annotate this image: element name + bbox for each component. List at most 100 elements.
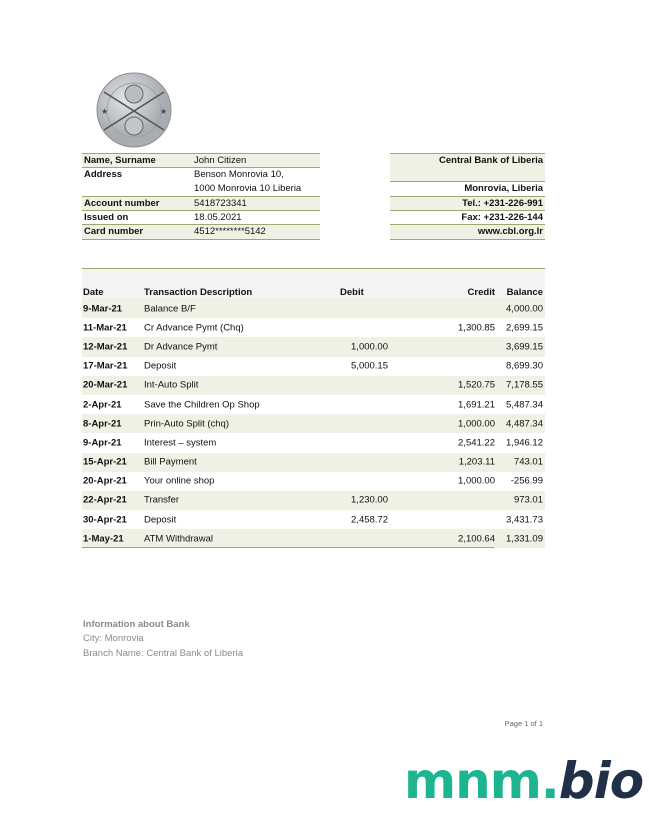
page-number: Page 1 of 1 <box>504 719 543 728</box>
cell-date: 20-Mar-21 <box>83 379 128 391</box>
table-row: 20-Mar-21 Int-Auto Split 1,520.75 7,178.55 <box>82 375 545 395</box>
customer-label: Address <box>84 169 123 181</box>
table-row: 2-Apr-21 Save the Children Op Shop 1,691.2… <box>82 395 545 414</box>
cell-credit: 1,000.00 <box>458 475 495 487</box>
table-row: 17-Mar-21 Deposit 5,000.15 8,699.30 <box>82 357 545 376</box>
customer-info-table: Name, Surname John Citizen Address Benson M… <box>82 153 320 241</box>
cell-balance: 973.01 <box>513 494 543 506</box>
footer-branch: Branch Name: Central Bank of Liberia <box>83 648 243 659</box>
cell-date: 20-Apr-21 <box>83 475 127 487</box>
header-balance: Balance <box>506 287 543 298</box>
header-credit: Credit <box>467 287 495 298</box>
cell-balance: 3,431.73 <box>506 514 543 526</box>
cell-description: Balance B/F <box>144 303 196 315</box>
customer-label: Name, Surname <box>84 155 156 166</box>
cell-description: Transfer <box>144 494 180 506</box>
cell-date: 17-Mar-21 <box>83 360 128 372</box>
header-date: Date <box>83 287 104 298</box>
customer-row: Account number 5418723341 <box>82 196 320 211</box>
cell-description: Your online shop <box>144 475 215 487</box>
customer-row: Card number 4512********5142 <box>82 224 320 240</box>
customer-row: Name, Surname John Citizen <box>82 154 320 169</box>
watermark-part2: bio <box>558 752 644 810</box>
cell-balance: -256.99 <box>510 475 543 487</box>
table-row: 9-Mar-21 Balance B/F 4,000.00 <box>82 299 545 319</box>
customer-row: Address Benson Monrovia 10, <box>82 168 320 182</box>
table-row: 30-Apr-21 Deposit 2,458.72 3,431.73 <box>82 510 545 529</box>
cell-date: 9-Apr-21 <box>83 437 122 449</box>
table-row: 8-Apr-21 Prin-Auto Split (chq) 1,000.00 4,4… <box>82 414 545 434</box>
cell-balance: 743.01 <box>513 456 543 468</box>
cell-description: Save the Children Op Shop <box>144 399 260 411</box>
table-row: 15-Apr-21 Bill Payment 1,203.11 743.01 <box>82 452 545 472</box>
cell-description: Bill Payment <box>144 456 197 468</box>
cell-date: 12-Mar-21 <box>83 341 128 353</box>
cell-date: 11-Mar-21 <box>83 322 127 334</box>
customer-value: John Citizen <box>194 155 247 166</box>
cell-description: Deposit <box>144 360 177 372</box>
bank-web: www.cbl.org.lr <box>390 224 545 240</box>
cell-description: Int-Auto Split <box>144 379 199 391</box>
customer-value: 1000 Monrovia 10 Liberia <box>194 183 302 195</box>
customer-value: 5418723341 <box>194 197 247 209</box>
cell-date: 15-Apr-21 <box>83 456 127 468</box>
customer-label: Card number <box>84 225 144 237</box>
cell-description: Prin-Auto Split (chq) <box>144 418 230 430</box>
footer-city: City: Monrovia <box>83 633 144 644</box>
watermark-part1: mnm. <box>404 752 560 810</box>
bank-city: Monrovia, Liberia <box>390 182 545 197</box>
bank-seal-logo: ★ ★ <box>96 72 172 148</box>
cell-credit: 1,300.85 <box>458 322 495 334</box>
cell-balance: 2,699.15 <box>506 322 543 334</box>
header-debit: Debit <box>340 287 364 298</box>
bank-fax: Fax: +231-226-144 <box>390 211 545 225</box>
bank-blank <box>390 168 545 183</box>
svg-text:★: ★ <box>101 107 108 116</box>
cell-balance: 4,000.00 <box>506 303 543 315</box>
customer-row: 1000 Monrovia 10 Liberia <box>82 182 320 197</box>
table-header: Date Transaction Description Debit Credi… <box>82 269 545 299</box>
table-row: 20-Apr-21 Your online shop 1,000.00 -256.99 <box>82 472 545 491</box>
cell-balance: 8,699.30 <box>506 360 543 372</box>
cell-date: 1-May-21 <box>83 533 124 545</box>
cell-description: Deposit <box>144 514 177 526</box>
table-row: 11-Mar-21 Cr Advance Pymt (Chq) 1,300.85 2,… <box>82 318 545 337</box>
cell-balance: 7,178.55 <box>506 379 543 391</box>
watermark-logo: mnm.bio <box>404 752 644 810</box>
cell-balance: 1,331.09 <box>506 533 543 545</box>
cell-date: 22-Apr-21 <box>83 494 127 506</box>
customer-value: 4512********5142 <box>194 225 266 237</box>
cell-date: 8-Apr-21 <box>83 418 122 430</box>
header-description: Transaction Description <box>144 287 253 298</box>
cell-credit: 1,691.21 <box>458 399 495 411</box>
table-bottom-line <box>82 547 494 549</box>
cell-description: Dr Advance Pymt <box>144 341 218 353</box>
cell-debit: 5,000.15 <box>351 360 388 372</box>
cell-balance: 3,699.15 <box>506 341 543 353</box>
bank-tel: Tel.: +231-226-991 <box>390 196 545 211</box>
table-row: 12-Mar-21 Dr Advance Pymt 1,000.00 3,699.15 <box>82 337 545 357</box>
table-row: 22-Apr-21 Transfer 1,230.00 973.01 <box>82 490 545 511</box>
table-row: 1-May-21 ATM Withdrawal 2,100.64 1,331.09 <box>82 529 545 549</box>
customer-value: 18.05.2021 <box>194 211 242 223</box>
customer-label: Issued on <box>84 211 129 223</box>
cell-date: 2-Apr-21 <box>83 399 122 411</box>
transactions-table: Date Transaction Description Debit Credi… <box>82 268 545 549</box>
cell-credit: 2,100.64 <box>458 533 495 545</box>
cell-description: ATM Withdrawal <box>144 533 213 545</box>
cell-description: Cr Advance Pymt (Chq) <box>144 322 244 334</box>
customer-label: Account number <box>84 197 160 209</box>
cell-credit: 1,203.11 <box>458 456 495 468</box>
bank-info-table: Central Bank of Liberia Monrovia, Liberi… <box>390 153 545 241</box>
customer-row: Issued on 18.05.2021 <box>82 211 320 225</box>
cell-balance: 4,487.34 <box>506 418 543 430</box>
cell-date: 30-Apr-21 <box>83 514 127 526</box>
footer-title: Information about Bank <box>83 619 190 630</box>
bank-name: Central Bank of Liberia <box>390 154 545 169</box>
cell-credit: 1,000.00 <box>458 418 495 430</box>
cell-description: Interest – system <box>144 437 217 449</box>
cell-debit: 1,230.00 <box>351 494 388 506</box>
cell-date: 9-Mar-21 <box>83 303 123 315</box>
cell-credit: 1,520.75 <box>458 379 495 391</box>
customer-value: Benson Monrovia 10, <box>194 169 284 181</box>
